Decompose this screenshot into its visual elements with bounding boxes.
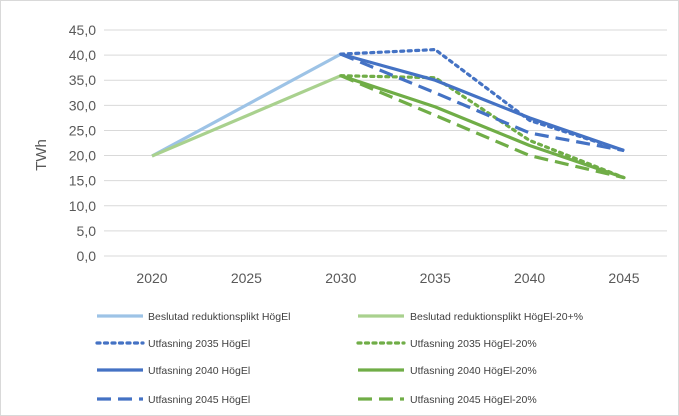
- y-axis-label: TWh: [33, 139, 50, 171]
- legend-label: Utfasning 2040 HögEl: [148, 365, 250, 377]
- y-tick-label: 35,0: [69, 72, 96, 88]
- legend-label: Utfasning 2035 HögEl-20%: [410, 338, 537, 350]
- legend-label: Beslutad reduktionsplikt HögEl: [148, 311, 290, 323]
- y-tick-label: 5,0: [77, 223, 97, 239]
- series-line: [339, 74, 626, 180]
- y-tick-label: 15,0: [69, 173, 96, 189]
- x-tick-label: 2035: [420, 270, 451, 286]
- legend-label: Utfasning 2045 HögEl: [148, 394, 250, 406]
- series-line: [340, 52, 625, 153]
- y-tick-label: 45,0: [69, 22, 96, 38]
- legend-label: Beslutad reduktionsplikt HögEl-20+%: [410, 311, 583, 323]
- series-line: [151, 74, 342, 158]
- series-lines: [151, 47, 626, 180]
- x-tick-label: 2025: [231, 270, 262, 286]
- series-line: [340, 74, 625, 180]
- legend-label: Utfasning 2040 HögEl-20%: [410, 365, 537, 377]
- legend-label: Utfasning 2035 HögEl: [148, 338, 250, 350]
- y-tick-label: 10,0: [69, 198, 96, 214]
- x-tick-label: 2020: [136, 270, 167, 286]
- x-axis-ticks: 2020 2025 2030 2035 2040 2045: [136, 270, 639, 286]
- x-tick-label: 2040: [514, 270, 545, 286]
- y-tick-label: 30,0: [69, 97, 96, 113]
- x-tick-label: 2045: [608, 270, 639, 286]
- legend: Beslutad reduktionsplikt HögEl Beslutad r…: [95, 311, 583, 406]
- series-line: [151, 52, 342, 158]
- series-line: [340, 74, 625, 180]
- y-tick-label: 0,0: [77, 248, 97, 264]
- y-tick-label: 40,0: [69, 47, 96, 63]
- series-line: [340, 52, 625, 153]
- x-tick-label: 2030: [325, 270, 356, 286]
- y-tick-label: 20,0: [69, 148, 96, 164]
- y-tick-label: 25,0: [69, 122, 96, 138]
- legend-label: Utfasning 2045 HögEl-20%: [410, 394, 537, 406]
- y-axis-ticks: 0,0 5,0 10,0 15,0 20,0 25,0 30,0 35,0 40,0 45,0: [69, 22, 96, 264]
